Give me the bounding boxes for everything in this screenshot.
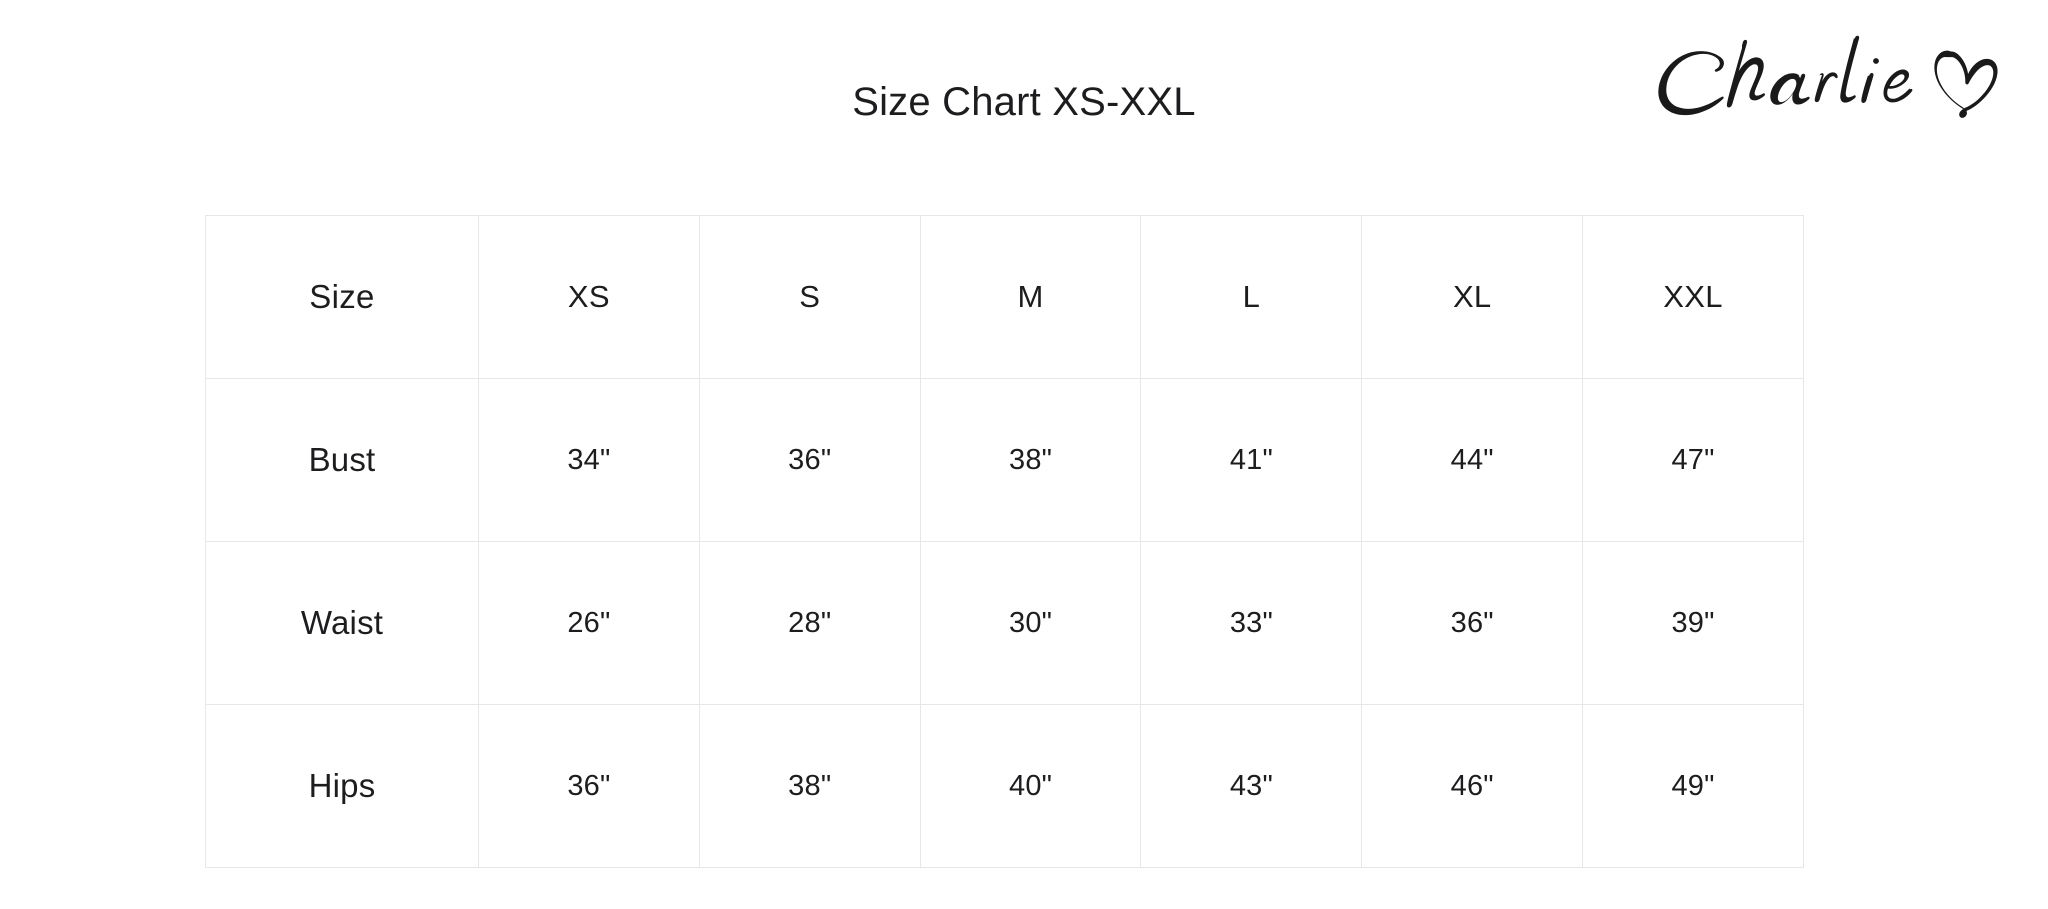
cell-bust-xs: 34" — [478, 378, 700, 542]
cell-bust-xxl: 47" — [1582, 378, 1804, 542]
cell-hips-s: 38" — [698, 704, 921, 868]
cell-waist-m: 30" — [919, 541, 1142, 705]
table-row: Waist 26" 28" 30" 33" 36" 39" — [205, 541, 1804, 705]
cell-waist-xxl: 39" — [1582, 541, 1804, 705]
row-label-waist: Waist — [205, 541, 479, 705]
column-header-size: Size — [205, 215, 479, 379]
table-body: Bust 34" 36" 38" 41" 44" 47" Waist 26" 2… — [205, 378, 1804, 868]
page-title: Size Chart XS-XXL — [852, 80, 1196, 124]
size-chart-table-container: Size XS S M L XL XXL Bust 34" 36" 38" 41… — [205, 215, 1804, 868]
table-header-row: Size XS S M L XL XXL — [205, 215, 1804, 379]
column-header-s: S — [698, 215, 921, 379]
table-row: Hips 36" 38" 40" 43" 46" 49" — [205, 704, 1804, 868]
cell-hips-xxl: 49" — [1582, 704, 1804, 868]
cell-hips-xs: 36" — [478, 704, 700, 868]
column-header-m: M — [919, 215, 1142, 379]
column-header-xs: XS — [478, 215, 700, 379]
table-header: Size XS S M L XL XXL — [205, 215, 1804, 379]
brand-logo: Charlie — [1646, 14, 2006, 134]
cell-waist-s: 28" — [698, 541, 921, 705]
size-chart-table: Size XS S M L XL XXL Bust 34" 36" 38" 41… — [205, 215, 1804, 868]
cell-waist-l: 33" — [1140, 541, 1363, 705]
charlie-script-logo-icon — [1658, 35, 1998, 118]
column-header-xxl: XXL — [1582, 215, 1804, 379]
cell-hips-xl: 46" — [1361, 704, 1584, 868]
column-header-xl: XL — [1361, 215, 1584, 379]
row-label-hips: Hips — [205, 704, 479, 868]
cell-bust-xl: 44" — [1361, 378, 1584, 542]
cell-waist-xl: 36" — [1361, 541, 1584, 705]
cell-bust-s: 36" — [698, 378, 921, 542]
cell-bust-m: 38" — [919, 378, 1142, 542]
cell-bust-l: 41" — [1140, 378, 1363, 542]
cell-hips-l: 43" — [1140, 704, 1363, 868]
cell-waist-xs: 26" — [478, 541, 700, 705]
cell-hips-m: 40" — [919, 704, 1142, 868]
column-header-l: L — [1140, 215, 1363, 379]
row-label-bust: Bust — [205, 378, 479, 542]
table-row: Bust 34" 36" 38" 41" 44" 47" — [205, 378, 1804, 542]
